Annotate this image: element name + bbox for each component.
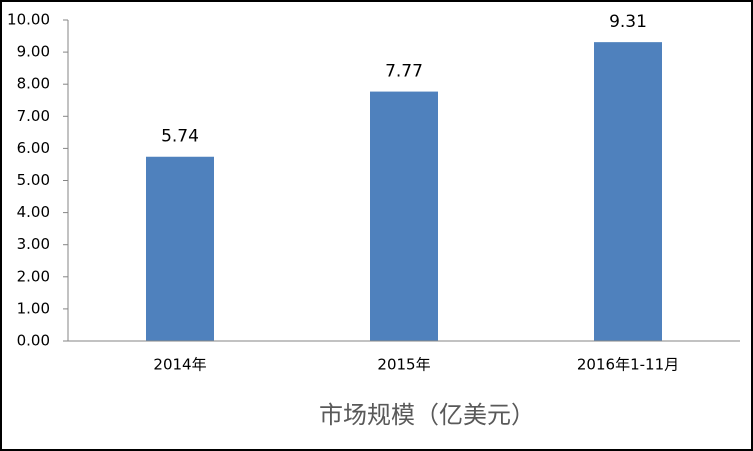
data-label: 5.74 — [161, 127, 199, 147]
bar — [146, 156, 214, 341]
y-tick-label: 3.00 — [17, 235, 50, 253]
bar — [370, 91, 438, 341]
data-label: 9.31 — [609, 12, 647, 32]
y-tick-label: 6.00 — [17, 139, 50, 157]
y-tick-label: 2.00 — [17, 267, 50, 285]
y-tick-label: 5.00 — [17, 171, 50, 189]
x-axis-title: 市场规模（亿美元） — [319, 401, 535, 429]
bar — [594, 42, 662, 342]
x-tick-label: 2016年1-11月 — [577, 356, 679, 374]
y-tick-label: 1.00 — [17, 299, 50, 317]
y-tick-label: 4.00 — [17, 203, 50, 221]
x-tick-label: 2015年 — [377, 356, 430, 374]
y-tick-label: 7.00 — [17, 107, 50, 125]
data-label: 7.77 — [385, 62, 423, 82]
y-tick-label: 10.00 — [7, 11, 50, 29]
y-tick-label: 9.00 — [17, 43, 50, 61]
y-tick-label: 8.00 — [17, 75, 50, 93]
x-tick-label: 2014年 — [153, 356, 206, 374]
y-tick-label: 0.00 — [17, 332, 50, 350]
